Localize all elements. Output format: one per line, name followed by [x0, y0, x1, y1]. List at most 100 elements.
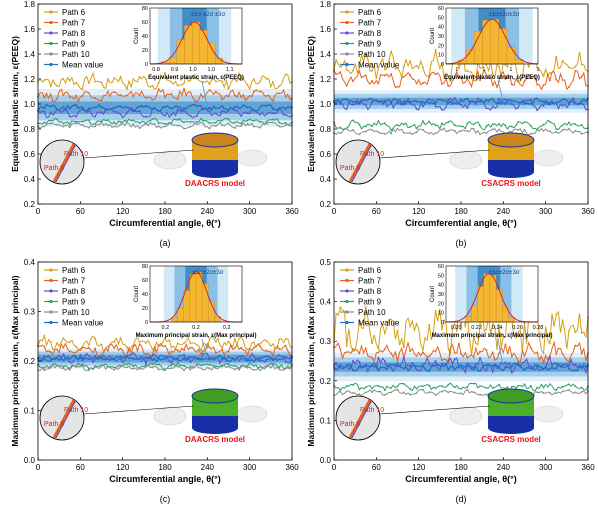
inset-x-tick-label: 0.28 — [533, 325, 544, 331]
series-marker-path10 — [491, 128, 494, 131]
series-marker-path9 — [68, 123, 71, 126]
y-tick-label: 0.4 — [24, 175, 36, 184]
series-marker-mean — [151, 359, 154, 362]
x-tick-label: 120 — [116, 207, 130, 216]
series-marker-path8 — [259, 113, 262, 116]
series-marker-path10 — [422, 128, 424, 131]
series-marker-mean — [43, 355, 46, 358]
series-marker-path7 — [472, 356, 475, 358]
series-marker-path7 — [259, 345, 262, 348]
series-marker-path7 — [265, 95, 268, 97]
series-marker-path10 — [447, 391, 450, 394]
series-marker-path9 — [202, 363, 205, 366]
inset-hist-bar — [483, 273, 491, 323]
magnifier-circle — [335, 139, 381, 185]
legend-marker-path9 — [345, 41, 349, 46]
series-marker-path10 — [466, 388, 469, 391]
legend-marker-mean — [49, 320, 53, 325]
magnifier-crack-line — [55, 143, 77, 183]
sigma-band-1 — [334, 97, 588, 106]
y-tick-label: 1.2 — [24, 75, 36, 84]
x-tick-label: 240 — [201, 207, 215, 216]
series-marker-path10 — [434, 394, 437, 396]
series-marker-path6 — [555, 313, 558, 316]
series-marker-path7 — [208, 346, 211, 349]
series-marker-path9 — [568, 121, 570, 124]
inset-y-tick-label: 10 — [438, 311, 444, 317]
series-marker-path7 — [523, 80, 526, 83]
series-marker-path8 — [536, 366, 539, 369]
series-marker-path9 — [113, 121, 116, 124]
series-marker-path7 — [94, 347, 97, 350]
series-marker-path7 — [390, 73, 393, 75]
inset-y-tick-label: 20 — [438, 43, 444, 49]
y-tick-label: 0.0 — [24, 456, 36, 465]
inset-x-tick-label: 0.9 — [171, 67, 179, 73]
series-marker-path10 — [428, 391, 431, 394]
legend-entry-path8: Path 8 — [62, 29, 86, 38]
series-marker-path10 — [409, 132, 412, 134]
series-marker-mean — [208, 358, 211, 361]
series-marker-mean — [504, 365, 507, 368]
series-marker-path9 — [145, 364, 147, 367]
x-axis-label: Circumferential angle, θ(°) — [405, 218, 517, 228]
x-tick-label: 300 — [243, 463, 257, 472]
series-marker-path9 — [358, 123, 361, 126]
series-marker-path6 — [62, 77, 65, 80]
series-marker-path9 — [259, 365, 262, 368]
series-marker-mean — [56, 357, 58, 360]
series-marker-path10 — [246, 123, 249, 125]
inset-y-tick-label: 20 — [142, 306, 148, 312]
series-marker-path9 — [447, 121, 450, 124]
inset-hist-bar — [189, 274, 197, 323]
series-marker-mean — [472, 368, 475, 371]
series-marker-mean — [284, 356, 287, 358]
y-tick-label: 0.4 — [24, 258, 36, 267]
series-marker-path10 — [233, 368, 236, 371]
series-marker-path9 — [460, 387, 462, 390]
series-marker-path6 — [227, 88, 230, 90]
series-marker-mean — [549, 101, 551, 104]
series-marker-path8 — [415, 108, 418, 110]
series-marker-path10 — [284, 367, 287, 370]
series-marker-path6 — [233, 78, 236, 81]
series-marker-mean — [498, 101, 500, 104]
series-marker-path9 — [176, 361, 179, 364]
series-marker-mean — [472, 100, 475, 103]
series-marker-path8 — [409, 365, 412, 368]
series-marker-path7 — [371, 356, 373, 359]
series-marker-mean — [352, 101, 354, 104]
series-marker-path10 — [377, 131, 380, 134]
series-marker-mean — [240, 355, 243, 358]
series-marker-path6 — [409, 325, 412, 328]
series-marker-path7 — [176, 349, 179, 352]
y-tick-label: 0.4 — [320, 175, 332, 184]
series-marker-path10 — [371, 129, 373, 131]
series-marker-path10 — [345, 390, 348, 393]
y-tick-label: 0.2 — [320, 377, 332, 386]
series-marker-mean — [402, 103, 405, 106]
series-marker-path9 — [542, 123, 545, 126]
series-marker-path6 — [447, 75, 450, 78]
inset-y-tick-label: 0 — [145, 320, 148, 326]
series-marker-path9 — [157, 363, 160, 366]
series-marker-path6 — [62, 337, 65, 339]
legend-entry-mean: Mean value — [358, 319, 400, 328]
series-marker-mean — [87, 358, 90, 360]
series-marker-path6 — [352, 69, 354, 72]
series-marker-path10 — [113, 125, 116, 128]
series-marker-path8 — [265, 359, 268, 361]
series-marker-path8 — [358, 102, 361, 105]
series-marker-path7 — [491, 351, 494, 354]
series-marker-path7 — [377, 82, 380, 85]
series-marker-path7 — [479, 79, 481, 82]
series-marker-path9 — [485, 386, 488, 389]
series-marker-path7 — [145, 353, 147, 355]
series-marker-path6 — [170, 346, 173, 349]
inset-x-tick-label: 0.8 — [152, 67, 160, 73]
series-marker-mean — [453, 368, 456, 371]
series-marker-path8 — [529, 98, 532, 101]
series-marker-path6 — [233, 337, 236, 340]
inset-hist-bar — [498, 28, 508, 65]
